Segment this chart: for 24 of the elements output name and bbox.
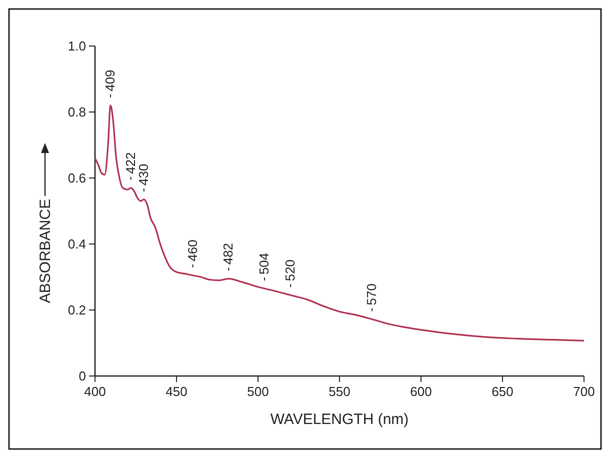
- x-tick-label: 450: [166, 384, 188, 399]
- x-tick-label: 550: [328, 384, 350, 399]
- line-series: [94, 104, 585, 342]
- x-tick-label: 700: [573, 384, 595, 399]
- annotation: 460: [184, 240, 200, 262]
- x-axis-title: WAVELENGTH (nm): [270, 411, 409, 428]
- x-tick-label: 400: [84, 384, 106, 399]
- y-tick-label: 0: [78, 368, 86, 384]
- y-tick-label: 0.6: [68, 170, 86, 186]
- y-tick-label: 1.0: [68, 38, 86, 54]
- annotation: 520: [282, 259, 298, 282]
- y-axis-title: ABSORBANCE: [37, 198, 54, 304]
- annotation: 409: [102, 70, 118, 92]
- x-tick-label: 500: [247, 384, 269, 399]
- annotation: 430: [136, 164, 151, 186]
- x-tick-label: 650: [492, 384, 514, 399]
- y-tick-label: 0.4: [68, 236, 86, 252]
- annotation: 504: [256, 252, 272, 275]
- annotation: 422: [122, 152, 138, 174]
- y-tick-label: 0.2: [68, 302, 86, 318]
- annotation: 570: [364, 284, 380, 306]
- x-tick-label: 600: [410, 384, 432, 399]
- annotation: 482: [220, 242, 236, 265]
- y-tick-label: 0.8: [68, 104, 86, 120]
